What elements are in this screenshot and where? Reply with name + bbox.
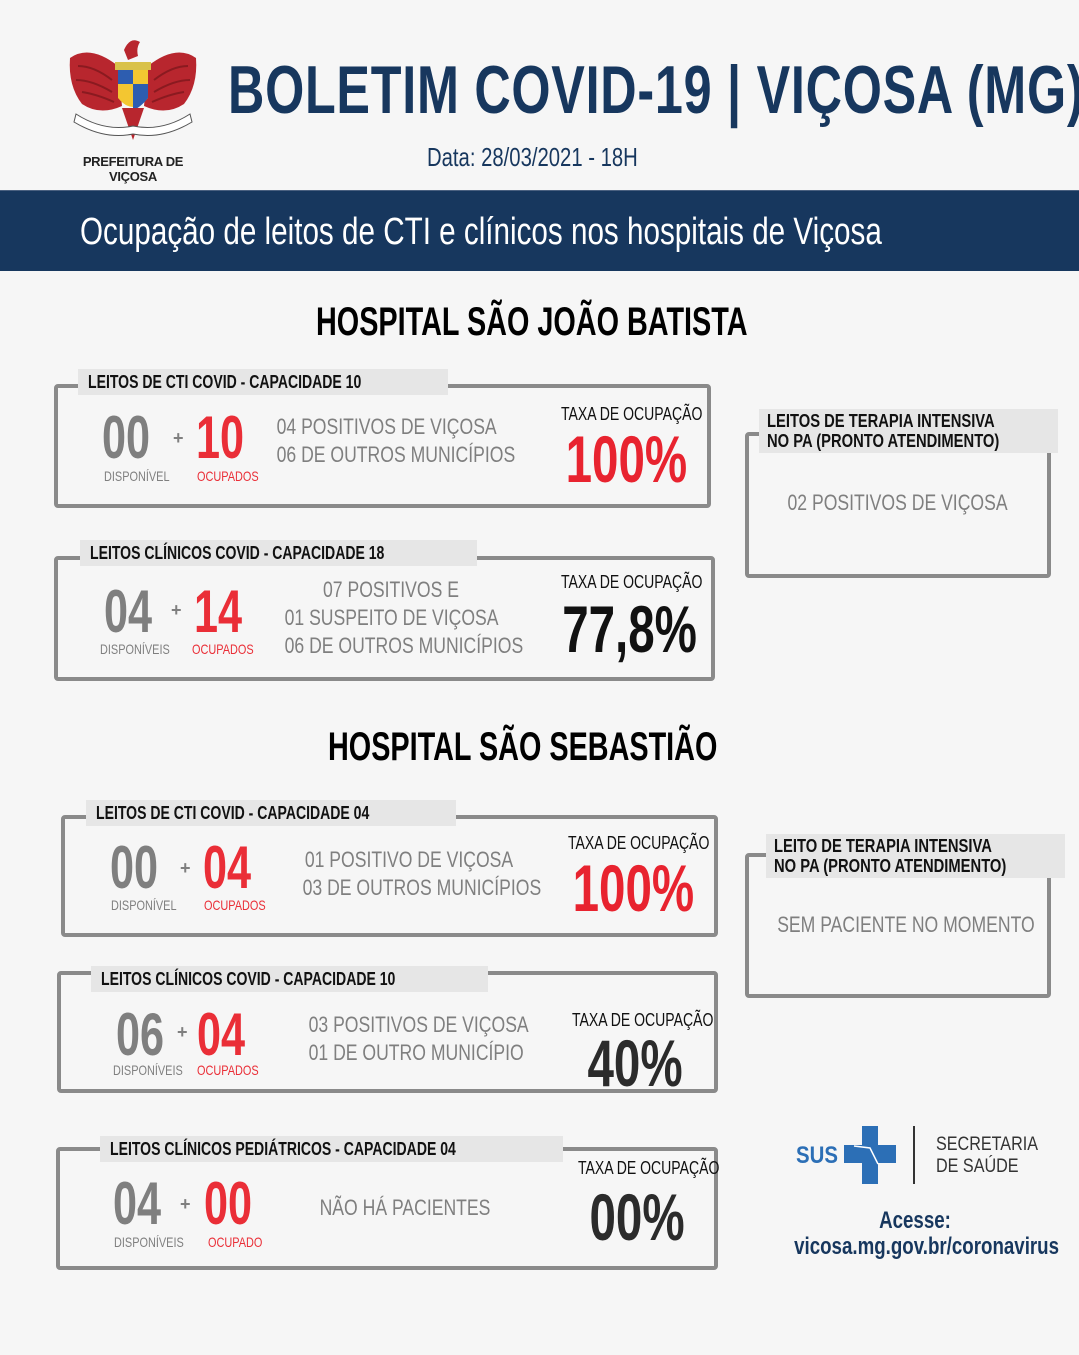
patient-details: 04 POSITIVOS DE VIÇOSA 06 DE OUTROS MUNI…	[276, 414, 516, 467]
bulletin-date: Data: 28/03/2021 - 18H	[427, 142, 638, 172]
pa-status: SEM PACIENTE NO MOMENTO	[777, 912, 1035, 937]
box-label: LEITOS DE CTI COVID - CAPACIDADE 04	[86, 800, 457, 826]
box-label: LEITOS DE CTI COVID - CAPACIDADE 10	[78, 369, 449, 395]
secretaria-label: SECRETARIA DE SAÚDE	[936, 1134, 1039, 1177]
plus-icon: +	[180, 858, 191, 878]
occupancy-rate: 100%	[565, 422, 687, 496]
occupied-count: 00	[204, 1170, 253, 1237]
bed-box-pediatric	[56, 1147, 718, 1270]
available-count: 00	[110, 834, 159, 901]
occupancy-rate: 00%	[589, 1180, 685, 1254]
occupied-label: OCUPADOS	[197, 1062, 259, 1078]
box-label: LEITOS CLÍNICOS COVID - CAPACIDADE 10	[91, 966, 489, 992]
section-banner: Ocupação de leitos de CTI e clínicos nos…	[0, 190, 1079, 271]
sus-secretaria-logo: SUS SECRETARIA DE SAÚDE	[796, 1124, 1066, 1194]
pa-label: LEITOS DE TERAPIA INTENSIVA NO PA (PRONT…	[759, 409, 1059, 453]
available-count: 04	[113, 1170, 162, 1237]
box-label: LEITOS CLÍNICOS PEDIÁTRICOS - CAPACIDADE…	[100, 1136, 564, 1162]
rate-label: TAXA DE OCUPAÇÃO	[567, 833, 710, 853]
occupied-label: OCUPADOS	[197, 468, 259, 484]
pa-status: 02 POSITIVOS DE VIÇOSA	[787, 490, 1009, 515]
occupied-count: 04	[197, 1001, 246, 1068]
logo-caption: PREFEITURA DE VIÇOSA	[82, 154, 184, 184]
occupancy-rate: 100%	[572, 851, 694, 925]
available-count: 06	[116, 1001, 165, 1068]
occupied-label: OCUPADO	[208, 1234, 263, 1250]
access-label: Acesse:	[879, 1207, 951, 1234]
box-label: LEITOS CLÍNICOS COVID - CAPACIDADE 18	[80, 540, 478, 566]
rate-label: TAXA DE OCUPAÇÃO	[571, 1010, 714, 1030]
occupied-label: OCUPADOS	[192, 641, 254, 657]
patient-details: 07 POSITIVOS E 01 SUSPEITO DE VIÇOSA 06 …	[284, 577, 524, 658]
access-url[interactable]: vicosa.mg.gov.br/coronavirus	[794, 1233, 1060, 1260]
patient-details: 01 POSITIVO DE VIÇOSA 03 DE OUTROS MUNIC…	[302, 847, 542, 900]
sus-cross-icon	[844, 1126, 896, 1184]
rate-label: TAXA DE OCUPAÇÃO	[560, 404, 703, 424]
patient-details: NÃO HÁ PACIENTES	[319, 1195, 491, 1220]
occupied-label: OCUPADOS	[204, 897, 266, 913]
available-label: DISPONÍVEIS	[113, 1062, 183, 1078]
available-label: DISPONÍVEL	[104, 468, 170, 484]
available-label: DISPONÍVEIS	[100, 641, 170, 657]
rate-label: TAXA DE OCUPAÇÃO	[560, 572, 703, 592]
sus-wordmark: SUS	[796, 1142, 838, 1169]
occupancy-rate: 77,8%	[562, 592, 697, 666]
available-label: DISPONÍVEIS	[114, 1234, 184, 1250]
hospital-title: HOSPITAL SÃO SEBASTIÃO	[328, 725, 718, 769]
coat-of-arms-eagle-icon	[69, 40, 197, 140]
available-count: 04	[104, 578, 153, 645]
plus-icon: +	[180, 1194, 191, 1214]
occupied-count: 10	[196, 404, 245, 471]
pa-label: LEITO DE TERAPIA INTENSIVA NO PA (PRONTO…	[766, 834, 1066, 878]
prefeitura-logo: PREFEITURA DE VIÇOSA	[58, 36, 208, 184]
rate-label: TAXA DE OCUPAÇÃO	[577, 1158, 720, 1178]
page-title: BOLETIM COVID-19 | VIÇOSA (MG)	[228, 52, 1079, 128]
occupancy-rate: 40%	[587, 1026, 683, 1100]
plus-icon: +	[171, 600, 182, 620]
bed-box-clinical	[54, 556, 715, 681]
occupied-count: 04	[203, 834, 252, 901]
plus-icon: +	[177, 1022, 188, 1042]
plus-icon: +	[173, 428, 184, 448]
available-label: DISPONÍVEL	[111, 897, 177, 913]
hospital-title: HOSPITAL SÃO JOÃO BATISTA	[316, 300, 748, 344]
available-count: 00	[102, 404, 151, 471]
divider	[913, 1126, 915, 1184]
occupied-count: 14	[194, 578, 243, 645]
access-link[interactable]: Acesse: vicosa.mg.gov.br/coronavirus	[760, 1208, 1070, 1260]
patient-details: 03 POSITIVOS DE VIÇOSA 01 DE OUTRO MUNIC…	[308, 1012, 529, 1065]
